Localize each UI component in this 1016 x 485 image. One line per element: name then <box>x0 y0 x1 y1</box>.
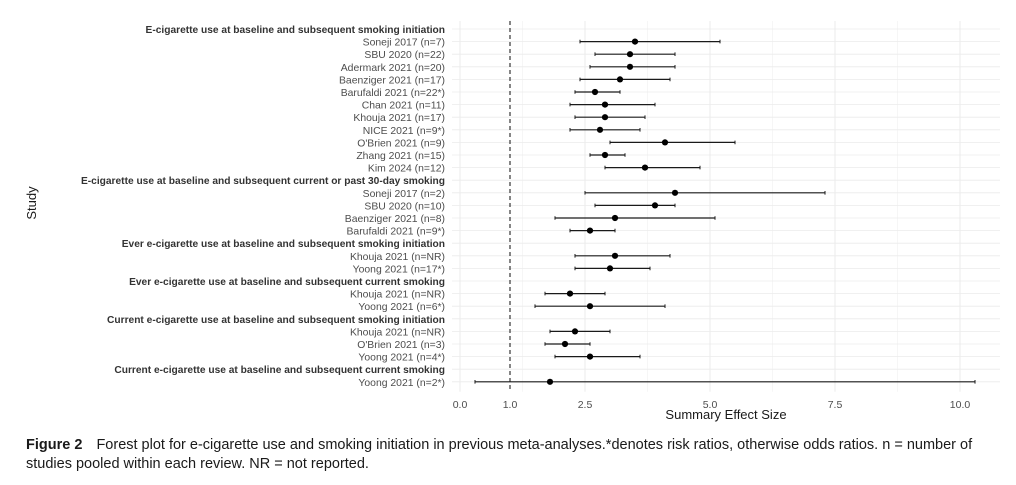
study-label: Yoong 2021 (n=2*) <box>358 378 445 389</box>
study-label: Adermark 2021 (n=20) <box>341 63 445 74</box>
point-estimate <box>601 101 609 108</box>
y-axis-title: Study <box>24 186 39 220</box>
study-label: Baenziger 2021 (n=17) <box>339 75 445 86</box>
study-label: Khouja 2021 (n=NR) <box>350 327 445 338</box>
forest-plot: E-cigarette use at baseline and subseque… <box>24 21 1000 422</box>
study-label: Khouja 2021 (n=17) <box>353 113 445 124</box>
point-estimate <box>606 265 614 272</box>
study-label: O'Brien 2021 (n=9) <box>357 138 445 149</box>
study-label: Khouja 2021 (n=NR) <box>350 252 445 263</box>
study-label: NICE 2021 (n=9*) <box>363 126 445 137</box>
point-estimate <box>611 214 619 222</box>
point-estimate <box>641 164 649 171</box>
section-header-label: E-cigarette use at baseline and subseque… <box>146 25 445 36</box>
study-label: O'Brien 2021 (n=3) <box>357 340 445 351</box>
point-estimate <box>596 126 604 133</box>
x-tick-labels: 0.0 1.0 2.5 5.0 7.5 10.0 <box>453 399 971 411</box>
point-estimate <box>651 202 659 209</box>
figure-caption-text: Forest plot for e-cigarette use and smok… <box>26 437 973 472</box>
point-estimate <box>661 139 669 146</box>
forest-plot-figure: E-cigarette use at baseline and subseque… <box>24 21 1000 422</box>
study-label: Chan 2021 (n=11) <box>362 101 445 112</box>
section-header-label: Current e-cigarette use at baseline and … <box>114 365 445 376</box>
point-estimate <box>626 51 634 58</box>
study-label: Yoong 2021 (n=4*) <box>358 353 445 364</box>
section-header-label: Ever e-cigarette use at baseline and sub… <box>129 277 445 288</box>
section-header-label: Ever e-cigarette use at baseline and sub… <box>122 239 445 250</box>
point-estimate <box>586 353 594 360</box>
study-label: SBU 2020 (n=10) <box>364 201 445 212</box>
point-estimate <box>601 114 609 121</box>
row-labels: E-cigarette use at baseline and subseque… <box>81 25 445 389</box>
study-label: Soneji 2017 (n=2) <box>363 189 445 200</box>
point-estimate <box>631 38 639 45</box>
point-estimate <box>601 151 609 159</box>
x-tick-label: 1.0 <box>503 399 518 411</box>
point-estimate <box>586 227 594 234</box>
study-label: Khouja 2021 (n=NR) <box>350 290 445 301</box>
study-label: SBU 2020 (n=22) <box>364 50 445 61</box>
figure-caption: Figure 2 Forest plot for e-cigarette use… <box>26 436 1001 474</box>
study-label: Yoong 2021 (n=6*) <box>358 302 445 313</box>
study-label: Zhang 2021 (n=15) <box>356 151 445 162</box>
study-label: Soneji 2017 (n=7) <box>363 38 445 49</box>
x-tick-label: 2.5 <box>578 399 593 411</box>
point-estimate <box>546 378 554 385</box>
study-label: Barufaldi 2021 (n=9*) <box>347 227 446 238</box>
x-tick-label: 10.0 <box>950 399 971 411</box>
x-axis-title: Summary Effect Size <box>665 407 786 422</box>
study-label: Kim 2024 (n=12) <box>368 164 445 175</box>
figure-label: Figure 2 <box>26 437 83 453</box>
point-estimate <box>566 290 574 297</box>
point-estimate <box>561 340 569 348</box>
section-header-label: Current e-cigarette use at baseline and … <box>107 315 445 326</box>
point-estimate <box>671 189 679 196</box>
grid-lines <box>452 21 1000 392</box>
point-estimate <box>611 252 619 259</box>
point-estimate <box>586 303 594 310</box>
x-tick-label: 5.0 <box>703 399 718 411</box>
x-tick-label: 7.5 <box>828 399 843 411</box>
study-label: Yoong 2021 (n=17*) <box>353 264 445 275</box>
x-tick-label: 0.0 <box>453 399 468 411</box>
point-estimate <box>571 328 579 335</box>
point-estimate <box>591 88 599 96</box>
point-estimate <box>616 76 624 83</box>
point-estimate <box>626 63 634 70</box>
data-marks <box>474 38 976 385</box>
study-label: Baenziger 2021 (n=8) <box>345 214 445 225</box>
study-label: Barufaldi 2021 (n=22*) <box>341 88 445 99</box>
section-header-label: E-cigarette use at baseline and subseque… <box>81 176 445 187</box>
